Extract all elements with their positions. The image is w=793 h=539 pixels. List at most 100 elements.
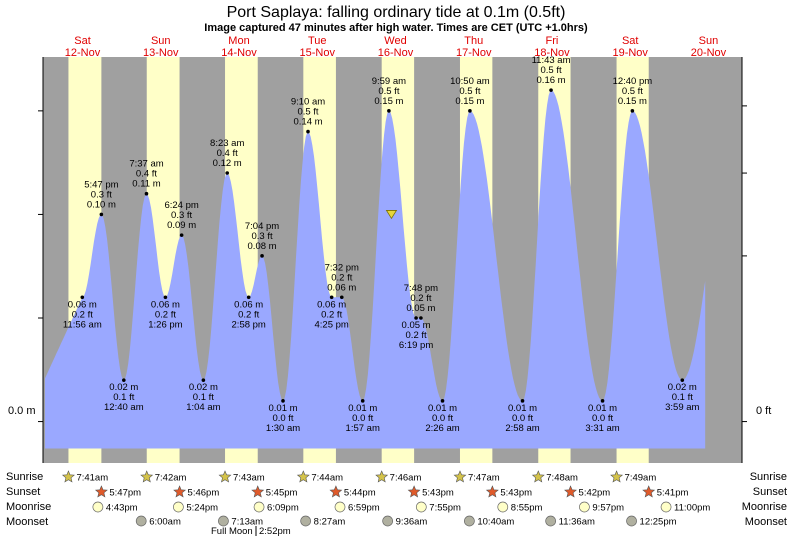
sunrise-icon [296, 470, 310, 483]
moonset-label-right: Moonset [745, 516, 787, 528]
tide-point-label: 0.2 ft [331, 272, 352, 283]
sunset-label-left: Sunset [6, 486, 40, 498]
chart-subtitle: Image captured 47 minutes after high wat… [204, 22, 588, 34]
sun-moon-events: 7:41am 7:42am 7:43am 7:44am 7:46am 7:47am 7:48… [61, 470, 710, 528]
tide-point-label: 7:48 pm [404, 283, 438, 294]
low-tide-point [201, 378, 206, 382]
tide-point-label: 0.05 m [406, 303, 435, 314]
low-tide-point [360, 399, 365, 403]
moonset-time: 6:00am [149, 517, 181, 528]
day-date: 19-Nov [612, 47, 648, 59]
high-tide-point [630, 109, 635, 113]
low-tide-point [600, 399, 605, 403]
sunrise-icon [453, 470, 467, 483]
tide-point-label: 0.2 ft [72, 309, 93, 320]
tide-point-label: 0.5 ft [540, 65, 561, 76]
day-name: Fri [546, 35, 559, 47]
tide-point-label: 1:30 am [266, 423, 300, 434]
tide-point-label: 0.15 m [374, 96, 403, 107]
full-moon-label: Full Moon [211, 526, 253, 537]
day-date: 13-Nov [143, 47, 179, 59]
high-tide-point [549, 88, 553, 92]
tide-point-label: 0.01 m [428, 403, 457, 414]
day-labels: Sat12-NovSun13-NovMon14-NovTue15-NovWed1… [65, 35, 727, 59]
moonrise-time: 6:09pm [267, 503, 299, 514]
moonset-icon [135, 515, 147, 527]
low-tide-point [163, 295, 168, 300]
day-date: 20-Nov [691, 47, 727, 59]
tide-point-label: 0.5 ft [297, 107, 318, 118]
full-moon-note: Full Moon 2:52pm [211, 526, 291, 537]
moonset-icon [545, 515, 557, 527]
day-name: Sun [151, 35, 171, 47]
tide-point-label: 0.02 m [109, 382, 138, 393]
sunrise-icon [610, 470, 624, 483]
sunrise-time: 7:48am [546, 473, 578, 484]
axis-ticks [38, 105, 747, 423]
tide-point-label: 0.5 ft [459, 86, 480, 97]
tide-point-label: 0.14 m [293, 117, 322, 128]
tide-point-label: 1:57 am [346, 423, 380, 434]
tide-point-label: 7:32 pm [325, 262, 359, 273]
tide-point-label: 0.1 ft [113, 392, 134, 403]
full-moon-time: 2:52pm [259, 526, 291, 537]
sunset-time: 5:45pm [266, 488, 298, 499]
tide-point-label: 0.01 m [348, 403, 377, 414]
sunset-time: 5:44pm [344, 488, 376, 499]
low-tide-point [680, 378, 685, 382]
day-name: Sun [699, 35, 719, 47]
moonset-icon [382, 515, 394, 527]
tide-point-label: 0.0 ft [432, 413, 453, 424]
tide-point-label: 0.1 ft [672, 392, 693, 403]
sunset-icon [173, 485, 187, 498]
tide-point-label: 0.0 ft [352, 413, 373, 424]
moonrise-time: 8:55pm [511, 503, 543, 514]
current-tide-marker [385, 210, 398, 220]
high-tide-point [387, 109, 391, 113]
moonset-time: 8:27am [314, 517, 346, 528]
day-name: Thu [464, 35, 483, 47]
tide-point-label: 0.06 m [317, 299, 346, 310]
sunset-time: 5:47pm [109, 488, 141, 499]
low-tide-point [520, 399, 525, 403]
tide-point-label: 0.01 m [508, 403, 537, 414]
tide-point-label: 0.01 m [268, 403, 297, 414]
chart-title: Port Saplaya: falling ordinary tide at 0… [227, 4, 566, 21]
day-name: Tue [308, 35, 327, 47]
sunrise-icon [140, 470, 154, 483]
moonset-icon [300, 515, 312, 527]
tide-point-label: 0.4 ft [217, 148, 238, 159]
sunset-time: 5:46pm [188, 488, 220, 499]
moonrise-time: 5:24pm [186, 503, 218, 514]
low-tide-point [80, 295, 85, 300]
low-tide-point [414, 316, 418, 320]
tide-point-label: 7:37 am [129, 159, 163, 170]
sunrise-time: 7:41am [76, 473, 108, 484]
tide-point-label: 0.10 m [87, 199, 116, 210]
tide-point-label: 0.09 m [167, 220, 196, 231]
moonrise-icon [173, 501, 184, 513]
sunset-icon [485, 485, 499, 498]
tide-point-label: 0.11 m [132, 179, 160, 190]
tide-point-label: 3:31 am [585, 423, 619, 434]
tide-point-label: 2:26 am [425, 423, 459, 434]
tide-point-label: 1:04 am [186, 402, 220, 413]
sunset-icon [329, 485, 343, 498]
low-tide-point [440, 399, 445, 403]
tide-point-label: 0.15 m [455, 96, 484, 107]
sunset-icon [94, 485, 108, 498]
day-date: 18-Nov [534, 47, 570, 59]
tide-point-label: 11:43 am [532, 55, 571, 66]
low-tide-point [281, 399, 285, 403]
tide-point-label: 4:25 pm [314, 319, 348, 330]
legend-labels: Sunrise Sunset Moonrise Moonset Sunrise … [6, 471, 787, 528]
low-tide-point [246, 295, 251, 300]
tide-point-label: 5:47 pm [84, 179, 118, 190]
moonset-time: 12:25pm [640, 517, 677, 528]
moonset-icon [626, 515, 637, 527]
tide-point-label: 12:40 am [104, 402, 144, 413]
tide-point-label: 7:04 pm [245, 221, 279, 232]
tide-point-label: 0.2 ft [410, 293, 431, 304]
